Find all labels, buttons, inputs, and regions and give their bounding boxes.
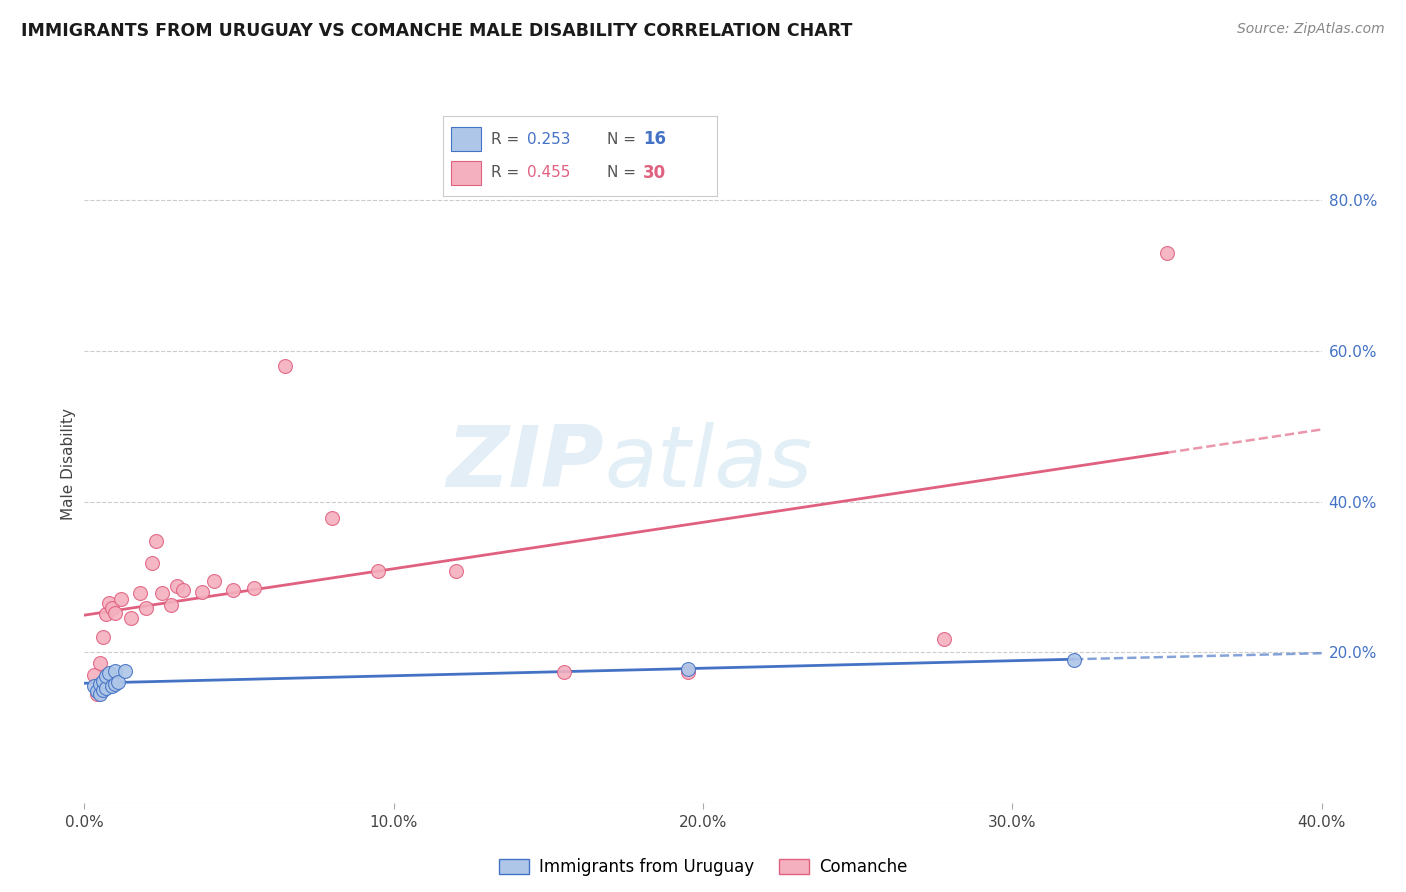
- Point: [94, 669, 117, 683]
- Point: [934, 632, 956, 646]
- Point: [104, 664, 127, 678]
- Point: [101, 601, 124, 615]
- Point: [94, 681, 117, 696]
- Point: [1156, 246, 1178, 260]
- Point: [274, 359, 297, 373]
- Text: R =: R =: [491, 165, 519, 180]
- Text: 16: 16: [643, 130, 666, 148]
- Text: atlas: atlas: [605, 422, 813, 506]
- Text: N =: N =: [607, 165, 637, 180]
- Point: [91, 630, 114, 644]
- Point: [676, 662, 699, 676]
- Point: [83, 679, 105, 693]
- Point: [91, 673, 114, 688]
- Point: [444, 564, 467, 578]
- Bar: [451, 161, 481, 185]
- Text: IMMIGRANTS FROM URUGUAY VS COMANCHE MALE DISABILITY CORRELATION CHART: IMMIGRANTS FROM URUGUAY VS COMANCHE MALE…: [21, 22, 852, 40]
- Point: [160, 599, 183, 613]
- Text: N =: N =: [607, 132, 637, 147]
- Point: [166, 579, 188, 593]
- Text: R =: R =: [491, 132, 519, 147]
- Text: 30: 30: [643, 164, 666, 182]
- Point: [120, 611, 142, 625]
- Point: [101, 679, 124, 693]
- Point: [98, 666, 121, 681]
- Y-axis label: Male Disability: Male Disability: [60, 408, 76, 520]
- Text: 0.253: 0.253: [526, 132, 569, 147]
- Point: [150, 586, 173, 600]
- Point: [145, 533, 167, 548]
- Point: [86, 684, 108, 698]
- Text: ZIP: ZIP: [446, 422, 605, 506]
- Point: [1063, 653, 1085, 667]
- Text: 0.455: 0.455: [526, 165, 569, 180]
- Point: [141, 556, 163, 570]
- Point: [89, 657, 111, 671]
- Point: [191, 585, 214, 599]
- Bar: [451, 128, 481, 152]
- Legend: Immigrants from Uruguay, Comanche: Immigrants from Uruguay, Comanche: [492, 851, 914, 882]
- Point: [367, 564, 389, 578]
- Point: [129, 586, 152, 600]
- Point: [86, 687, 108, 701]
- Point: [553, 665, 575, 680]
- Point: [321, 511, 343, 525]
- Point: [110, 592, 132, 607]
- Point: [202, 574, 225, 588]
- Point: [243, 581, 266, 595]
- Point: [91, 682, 114, 697]
- Point: [98, 596, 121, 610]
- Point: [89, 677, 111, 691]
- Point: [107, 675, 129, 690]
- Point: [676, 665, 699, 680]
- Point: [94, 607, 117, 622]
- Point: [172, 583, 194, 598]
- Point: [104, 606, 127, 620]
- Point: [114, 664, 136, 678]
- Point: [222, 583, 245, 598]
- Text: Source: ZipAtlas.com: Source: ZipAtlas.com: [1237, 22, 1385, 37]
- Point: [135, 601, 157, 615]
- Point: [89, 687, 111, 701]
- Point: [83, 667, 105, 681]
- Point: [104, 677, 127, 691]
